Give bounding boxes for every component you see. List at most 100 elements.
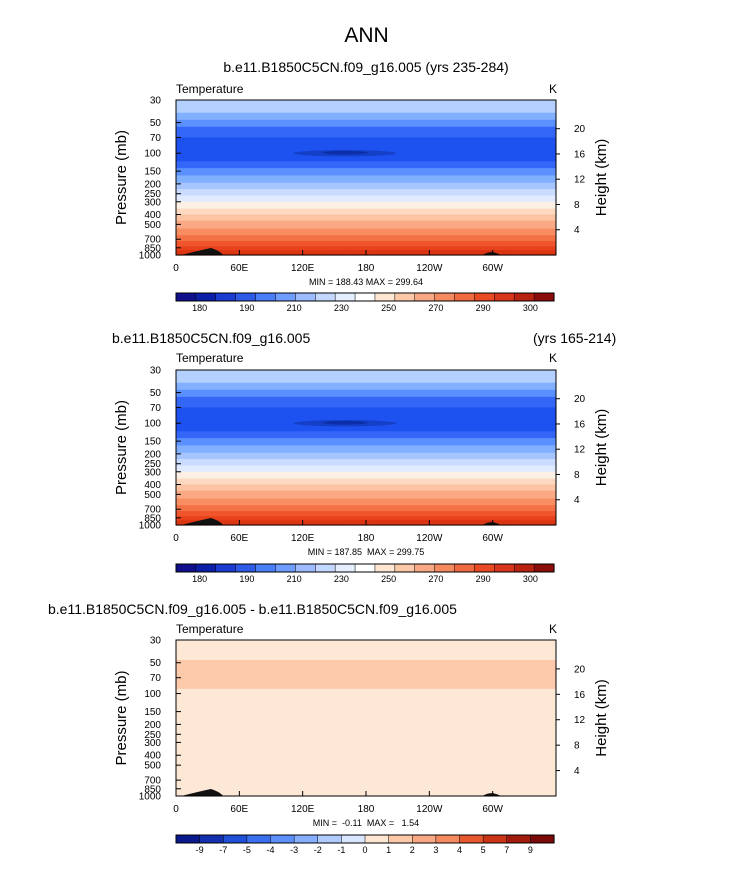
contour-band bbox=[176, 189, 556, 197]
colorbar-label: 180 bbox=[192, 574, 207, 584]
colorbar-label: -5 bbox=[243, 845, 251, 855]
y-tick-label: 500 bbox=[144, 220, 161, 231]
contour-band bbox=[176, 452, 556, 460]
x-tick-label: 60W bbox=[482, 533, 503, 544]
colorbar-swatch bbox=[513, 563, 535, 573]
contour-band bbox=[176, 195, 556, 203]
y-tick-label: 300 bbox=[144, 467, 161, 478]
contour-band bbox=[176, 431, 556, 439]
colorbar-label: 180 bbox=[192, 303, 207, 313]
y-tick-label: 850 bbox=[144, 243, 161, 254]
x-tick-label: 180 bbox=[358, 533, 375, 544]
colorbar-frame bbox=[175, 563, 555, 573]
colorbar-label: 230 bbox=[334, 574, 349, 584]
height-tick-label: 8 bbox=[574, 200, 580, 211]
colorbar-label: -4 bbox=[266, 845, 274, 855]
y-tick-label: 300 bbox=[144, 197, 161, 208]
colorbar-1 bbox=[175, 292, 555, 302]
y-tick-label: 1000 bbox=[139, 251, 162, 262]
colorbar-swatch bbox=[482, 834, 508, 844]
y-tick-label: 150 bbox=[144, 167, 161, 178]
colorbar-swatch bbox=[275, 292, 296, 302]
contour-band bbox=[176, 220, 556, 230]
colorbar-swatch bbox=[454, 292, 475, 302]
panel2-variable-label: Temperature bbox=[176, 351, 244, 365]
contour-band bbox=[176, 484, 556, 492]
contour-band bbox=[176, 208, 556, 216]
colorbar-swatch bbox=[315, 563, 336, 573]
colorbar-label: 0 bbox=[362, 845, 367, 855]
x-tick-label: 0 bbox=[173, 533, 179, 544]
colorbar-swatch bbox=[412, 834, 437, 844]
y-axis-title: Pressure (mb) bbox=[113, 400, 130, 495]
y-tick-label: 70 bbox=[150, 403, 162, 414]
contour-band bbox=[176, 235, 556, 242]
y-tick-label: 150 bbox=[144, 707, 161, 718]
colorbar-swatch bbox=[364, 834, 390, 844]
y-tick-label: 30 bbox=[150, 636, 162, 647]
panel1-title: b.e11.B1850C5CN.f09_g16.005 (yrs 235-284… bbox=[223, 59, 509, 75]
y-tick-label: 250 bbox=[144, 189, 161, 200]
y-tick-label: 250 bbox=[144, 730, 161, 741]
panel2-min-max: MIN = 187.85 MAX = 299.75 bbox=[307, 547, 425, 557]
y-tick-label: 200 bbox=[144, 720, 161, 731]
y-tick-label: 70 bbox=[150, 673, 162, 684]
colorbar-label: -1 bbox=[337, 845, 345, 855]
colorbar-swatch bbox=[414, 292, 436, 302]
colorbar-label: 5 bbox=[481, 845, 486, 855]
contour-band bbox=[176, 370, 556, 384]
contour-band bbox=[176, 161, 556, 169]
y-tick-label: 50 bbox=[150, 118, 162, 129]
y-tick-label: 850 bbox=[144, 513, 161, 524]
colorbar-swatch bbox=[374, 563, 396, 573]
colorbar-swatch bbox=[474, 292, 495, 302]
x-tick-label: 60E bbox=[230, 263, 248, 274]
panel1-units-label: K bbox=[549, 82, 558, 96]
colorbar-swatch bbox=[235, 292, 257, 302]
contour-band bbox=[176, 389, 556, 398]
figure-title: ANN bbox=[344, 24, 389, 47]
y-tick-label: 1000 bbox=[139, 521, 162, 532]
y-tick-label: 200 bbox=[144, 449, 161, 460]
y-tick-label: 150 bbox=[144, 437, 161, 448]
y-tick-label: 100 bbox=[144, 419, 161, 430]
contour-band bbox=[176, 490, 556, 500]
terrain-andes bbox=[482, 793, 502, 796]
y-tick-label: 250 bbox=[144, 459, 161, 470]
y-axis-title: Pressure (mb) bbox=[113, 670, 130, 765]
colorbar-swatch bbox=[506, 834, 531, 844]
y-tick-label: 400 bbox=[144, 210, 161, 221]
colorbar-swatch bbox=[334, 563, 356, 573]
colorbar-swatch bbox=[195, 563, 217, 573]
panel3-title: b.e11.B1850C5CN.f09_g16.005 - b.e11.B185… bbox=[48, 601, 457, 617]
panel1-variable-label: Temperature bbox=[176, 82, 244, 96]
contour-band bbox=[176, 465, 556, 473]
contour-band bbox=[176, 659, 556, 690]
height-tick-label: 12 bbox=[574, 445, 586, 456]
y-tick-label: 50 bbox=[150, 658, 162, 669]
terrain-africa bbox=[181, 789, 224, 796]
contour-band bbox=[176, 407, 556, 416]
colorbar-swatch bbox=[317, 834, 342, 844]
contour-band bbox=[176, 228, 556, 236]
x-tick-label: 120E bbox=[291, 263, 315, 274]
x-tick-label: 60E bbox=[230, 804, 248, 815]
x-tick-label: 60W bbox=[482, 263, 503, 274]
contour-band bbox=[176, 414, 556, 422]
colorbar-swatch bbox=[235, 563, 257, 573]
contour-band bbox=[176, 201, 556, 210]
contour-band bbox=[176, 396, 556, 409]
x-tick-label: 180 bbox=[358, 263, 375, 274]
contour-band bbox=[176, 640, 556, 661]
colorbar-frame bbox=[175, 292, 555, 302]
height-tick-label: 16 bbox=[574, 149, 586, 160]
y-tick-label: 70 bbox=[150, 133, 162, 144]
colorbar-label: 190 bbox=[239, 303, 254, 313]
terrain-africa bbox=[181, 518, 224, 525]
colorbar-swatch bbox=[533, 563, 555, 573]
colorbar-swatch bbox=[513, 292, 535, 302]
colorbar-swatch bbox=[435, 834, 461, 844]
colorbar-swatch bbox=[255, 563, 277, 573]
colorbar-swatch bbox=[295, 292, 316, 302]
